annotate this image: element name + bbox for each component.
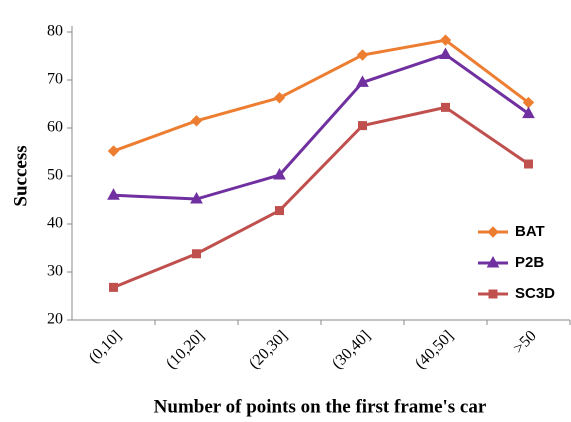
x-tick-label: (20,30] xyxy=(246,327,291,372)
marker xyxy=(488,289,498,299)
marker xyxy=(109,282,118,292)
marker xyxy=(439,34,452,46)
y-tick-label: 20 xyxy=(47,311,63,328)
marker xyxy=(273,92,286,104)
marker xyxy=(273,168,286,180)
marker xyxy=(358,121,367,131)
series-line xyxy=(112,105,530,289)
y-tick-label: 70 xyxy=(47,71,63,88)
y-tick-label: 30 xyxy=(47,263,63,280)
legend-label: P2B xyxy=(515,254,544,271)
marker xyxy=(192,249,201,259)
x-tick-label: (10,20] xyxy=(163,327,208,372)
marker xyxy=(487,226,499,238)
y-axis-title: Success xyxy=(10,145,31,206)
x-tick-label: (0,10] xyxy=(86,327,125,366)
y-tick-label: 60 xyxy=(47,119,63,136)
marker xyxy=(441,102,450,112)
marker xyxy=(107,188,120,200)
marker xyxy=(439,47,452,60)
marker xyxy=(524,159,533,169)
legend-label: SC3D xyxy=(515,285,555,302)
marker xyxy=(522,106,535,119)
x-axis-title: Number of points on the first frame's ca… xyxy=(154,396,487,417)
y-tick-label: 80 xyxy=(47,23,63,40)
x-tick-label: (40,50] xyxy=(412,327,457,372)
x-tick-label: (30,40] xyxy=(329,327,374,372)
marker xyxy=(107,145,120,157)
marker xyxy=(356,49,369,61)
marker xyxy=(486,255,500,268)
marker xyxy=(275,206,284,216)
series-line xyxy=(112,38,530,153)
marker xyxy=(190,115,203,127)
y-tick-label: 50 xyxy=(47,167,63,184)
y-tick-label: 40 xyxy=(47,215,63,232)
series-line xyxy=(113,52,530,201)
marker xyxy=(190,192,203,204)
legend-label: BAT xyxy=(515,223,545,240)
marker xyxy=(356,75,369,87)
x-tick-label: >50 xyxy=(510,327,540,357)
